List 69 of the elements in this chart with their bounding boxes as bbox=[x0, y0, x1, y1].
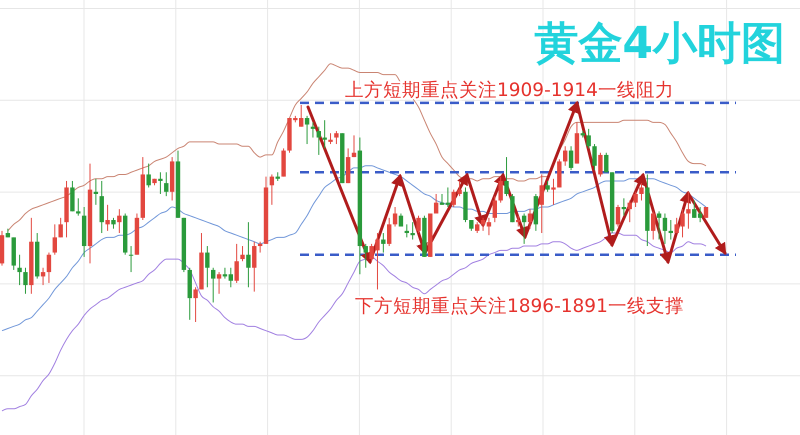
candlestick bbox=[622, 198, 626, 216]
candlestick bbox=[270, 174, 274, 206]
candlestick bbox=[586, 128, 591, 149]
candlestick bbox=[475, 222, 480, 234]
candlestick bbox=[381, 232, 386, 254]
candlestick bbox=[416, 215, 421, 234]
candlestick bbox=[540, 174, 544, 234]
candlestick bbox=[592, 144, 597, 171]
candlestick bbox=[258, 241, 262, 254]
candlestick bbox=[662, 213, 668, 244]
candlestick bbox=[392, 206, 398, 228]
candlestick bbox=[616, 204, 620, 228]
candlestick bbox=[304, 115, 310, 145]
candlestick bbox=[128, 246, 134, 273]
candlestick bbox=[504, 156, 509, 197]
candlestick bbox=[410, 222, 415, 240]
candlestick bbox=[105, 204, 110, 232]
candlestick bbox=[434, 193, 438, 214]
candlestick bbox=[216, 272, 222, 294]
candlestick bbox=[76, 198, 80, 216]
candlestick bbox=[310, 122, 316, 138]
candlestick bbox=[387, 217, 392, 247]
candlestick bbox=[316, 126, 321, 156]
candlestick bbox=[46, 252, 52, 284]
candlestick bbox=[668, 220, 673, 240]
candlestick bbox=[545, 180, 550, 192]
candlestick bbox=[469, 220, 474, 232]
candlestick bbox=[328, 132, 333, 145]
candlestick bbox=[398, 213, 404, 228]
candlestick bbox=[656, 210, 662, 240]
candlestick bbox=[516, 215, 520, 228]
candlestick bbox=[205, 246, 210, 288]
candlestick bbox=[404, 224, 409, 238]
candlestick bbox=[633, 191, 638, 208]
candlestick bbox=[94, 178, 98, 206]
candlestick bbox=[686, 191, 691, 230]
candlestick bbox=[639, 182, 644, 201]
candlestick bbox=[628, 200, 632, 223]
candlestick bbox=[193, 286, 198, 322]
candlestick bbox=[334, 130, 339, 145]
candlestick bbox=[651, 210, 656, 240]
candlestick bbox=[246, 222, 251, 288]
candlestick bbox=[252, 241, 256, 292]
candlestick bbox=[158, 172, 163, 194]
candlestick bbox=[211, 267, 216, 303]
chart-title: 黄金4小时图 bbox=[534, 18, 785, 69]
candlestick bbox=[563, 146, 568, 166]
candlestick bbox=[164, 172, 168, 197]
candlestick bbox=[364, 243, 368, 268]
candlestick bbox=[598, 152, 603, 178]
candlestick bbox=[117, 208, 122, 234]
candlestick bbox=[70, 180, 75, 212]
candlestick bbox=[240, 246, 245, 262]
candlestick bbox=[492, 196, 497, 223]
candlestick bbox=[604, 152, 608, 173]
candlestick bbox=[568, 146, 574, 171]
candlestick bbox=[522, 213, 526, 244]
candlestick bbox=[352, 134, 356, 158]
candlestick bbox=[58, 217, 63, 238]
candlestick bbox=[322, 120, 327, 149]
candlestick bbox=[17, 254, 22, 286]
candlestick bbox=[111, 217, 116, 230]
candlestick bbox=[23, 267, 28, 294]
candlestick bbox=[234, 243, 239, 284]
candlestick bbox=[52, 224, 57, 256]
candlestick bbox=[40, 267, 46, 286]
annotation: 下方短期重点关注1896-1891一线支撑 bbox=[355, 295, 684, 317]
candlestick bbox=[498, 176, 503, 204]
candlestick bbox=[146, 163, 151, 188]
